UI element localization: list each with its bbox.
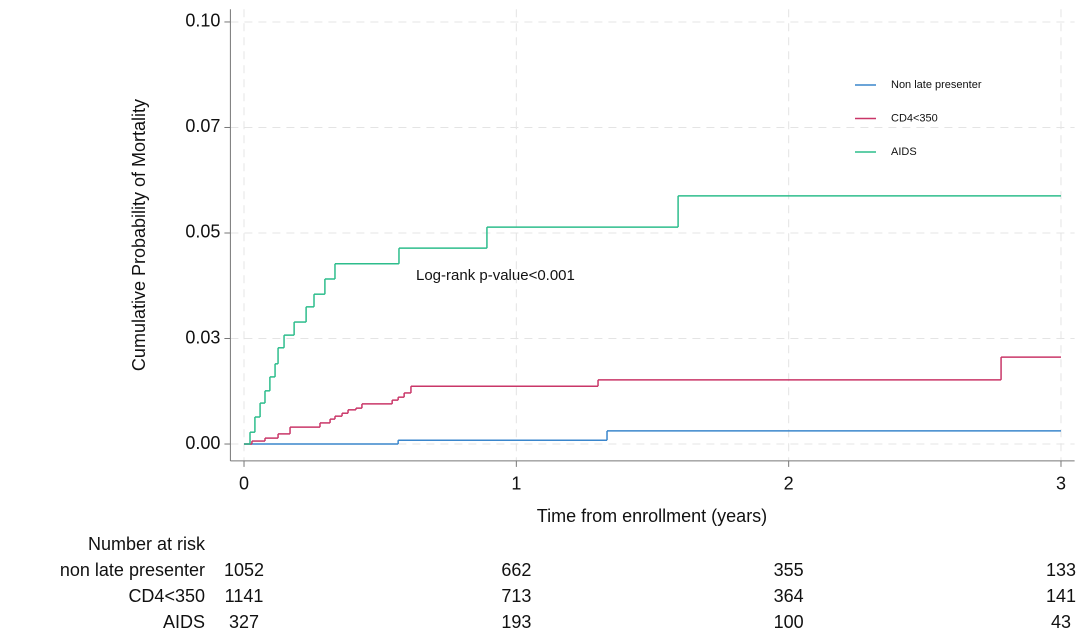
risk-count: 1141 — [225, 586, 264, 606]
risk-count: 100 — [774, 612, 804, 632]
risk-count: 662 — [501, 560, 531, 580]
risk-count: 43 — [1051, 612, 1071, 632]
risk-count: 713 — [501, 586, 531, 606]
risk-count: 141 — [1046, 586, 1076, 606]
risk-count: 355 — [774, 560, 804, 580]
x-tick-label: 2 — [784, 474, 794, 494]
risk-row-label: non late presenter — [60, 560, 205, 580]
y-tick-label: 0.07 — [185, 116, 220, 136]
x-tick-label: 1 — [511, 474, 521, 494]
risk-row-label: AIDS — [163, 612, 205, 632]
y-tick-label: 0.05 — [185, 222, 220, 242]
annotation: Log-rank p-value<0.001 — [416, 267, 575, 284]
risk-table-title: Number at risk — [88, 534, 206, 554]
y-tick-label: 0.10 — [185, 11, 220, 31]
risk-row-label: CD4<350 — [128, 586, 205, 606]
y-tick-label: 0.00 — [185, 433, 220, 453]
x-tick-label: 0 — [239, 474, 249, 494]
legend-label: CD4<350 — [891, 112, 938, 124]
risk-count: 133 — [1046, 560, 1076, 580]
risk-count: 327 — [229, 612, 259, 632]
legend-label: Non late presenter — [891, 79, 982, 91]
y-tick-label: 0.03 — [185, 327, 220, 347]
y-axis-label: Cumulative Probability of Mortality — [129, 99, 149, 371]
risk-count: 364 — [774, 586, 804, 606]
risk-count: 193 — [501, 612, 531, 632]
risk-count: 1052 — [224, 560, 264, 580]
x-axis-label: Time from enrollment (years) — [537, 506, 767, 526]
x-tick-label: 3 — [1056, 474, 1066, 494]
legend-label: AIDS — [891, 146, 917, 158]
